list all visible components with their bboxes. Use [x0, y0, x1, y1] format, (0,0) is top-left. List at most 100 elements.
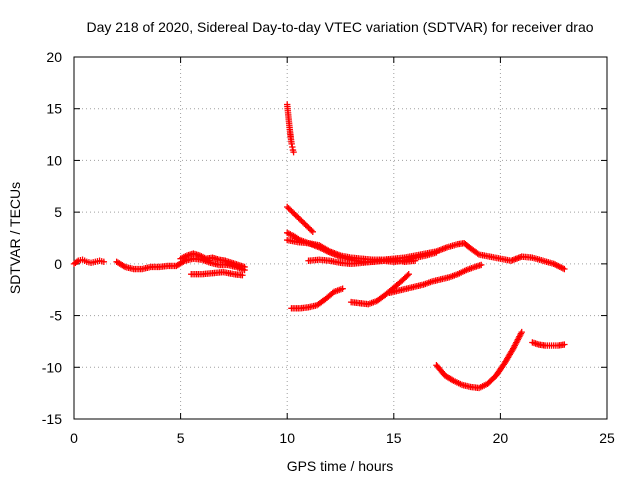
- x-tick-label: 10: [279, 430, 295, 446]
- chart-title: Day 218 of 2020, Sidereal Day-to-day VTE…: [86, 19, 593, 35]
- trace-marker: [393, 287, 400, 295]
- trace-marker: [476, 262, 483, 269]
- trace-marker: [98, 258, 105, 265]
- trace-marker: [464, 243, 472, 250]
- trace-marker: [442, 244, 449, 252]
- series-arc-6: [284, 203, 316, 235]
- trace-marker: [484, 253, 492, 260]
- trace-marker: [302, 221, 309, 229]
- trace-marker: [293, 213, 301, 220]
- trace-marker: [306, 225, 314, 233]
- trace-marker: [404, 272, 411, 279]
- trace-marker: [427, 278, 434, 286]
- grid: [74, 57, 607, 419]
- trace-marker: [337, 286, 345, 293]
- trace-marker: [499, 362, 506, 370]
- x-tick-label: 25: [599, 430, 615, 446]
- trace-marker: [452, 271, 460, 279]
- x-tick-label: 0: [70, 430, 78, 446]
- trace-marker: [308, 227, 315, 234]
- trace-marker: [226, 259, 234, 266]
- trace-marker: [73, 258, 81, 265]
- trace-marker: [461, 267, 468, 275]
- y-tick-label: 5: [54, 204, 62, 220]
- trace-marker: [538, 257, 545, 264]
- trace-marker: [431, 249, 438, 257]
- trace-marker: [469, 264, 477, 271]
- trace-marker: [325, 248, 332, 255]
- trace-marker: [239, 263, 247, 270]
- y-tick-label: 0: [54, 256, 62, 272]
- trace-marker: [81, 257, 88, 264]
- trace-marker: [72, 259, 79, 267]
- series-arc-1: [70, 256, 108, 268]
- trace-marker: [473, 249, 480, 256]
- series-marks: [70, 101, 568, 392]
- trace-marker: [89, 259, 97, 266]
- trace-marker: [444, 274, 451, 281]
- trace-marker: [527, 254, 534, 261]
- trace-marker: [295, 235, 302, 243]
- trace-marker: [517, 330, 525, 337]
- series-arc-4: [188, 268, 246, 279]
- y-tick-label: 15: [46, 101, 62, 117]
- trace-marker: [237, 271, 244, 279]
- trace-marker: [533, 340, 541, 348]
- trace-marker: [410, 257, 417, 265]
- trace-marker: [410, 283, 417, 291]
- series-arc-9: [305, 256, 419, 268]
- x-tick-label: 20: [493, 430, 509, 446]
- trace-marker: [490, 374, 497, 382]
- series-arc-13: [433, 328, 525, 392]
- trace-marker: [508, 348, 515, 355]
- series-arc-10: [288, 285, 346, 312]
- series-arc-14: [529, 339, 568, 349]
- trace-marker: [120, 262, 127, 270]
- series-arc-12: [386, 261, 485, 297]
- trace-marker: [457, 380, 464, 388]
- series-arc-2: [113, 255, 248, 274]
- trace-marker: [495, 255, 502, 262]
- data-point: [290, 148, 297, 156]
- y-tick-label: 10: [46, 152, 62, 168]
- trace-marker: [314, 243, 321, 250]
- trace-marker: [439, 369, 447, 377]
- trace-marker: [289, 209, 297, 216]
- y-tick-label: -15: [42, 411, 62, 427]
- series-arc-3: [177, 250, 248, 271]
- trace-marker: [420, 252, 428, 260]
- x-axis-label: GPS time / hours: [287, 458, 394, 474]
- plot-frame: [73, 56, 608, 420]
- trace-marker: [288, 138, 295, 146]
- y-tick-label: -5: [50, 308, 63, 324]
- y-axis-label: SDTVAR / TECUs: [7, 182, 23, 294]
- trace-marker: [303, 239, 311, 246]
- trace-marker: [171, 262, 178, 270]
- x-tick-label: 15: [386, 430, 402, 446]
- trace-marker: [447, 375, 454, 383]
- series-arc-11: [347, 271, 412, 308]
- trace-marker: [285, 205, 292, 212]
- trace-marker: [182, 253, 189, 260]
- trace-marker: [379, 293, 386, 301]
- trace-marker: [396, 279, 403, 287]
- trace-marker: [220, 257, 227, 264]
- trace-marker: [452, 241, 460, 248]
- trace-marker: [559, 341, 566, 348]
- trace-marker: [459, 240, 466, 247]
- trace-marker: [312, 302, 319, 309]
- trace-marker: [328, 290, 335, 298]
- trace-marker: [214, 256, 221, 263]
- trace-marker: [119, 262, 126, 269]
- series-arc-5: [284, 101, 297, 156]
- trace-marker: [194, 251, 202, 259]
- trace-marker: [298, 217, 305, 224]
- trace-marker: [474, 250, 481, 257]
- trace-marker: [233, 261, 240, 268]
- trace-marker: [418, 281, 426, 289]
- trace-marker: [548, 260, 556, 267]
- trace-marker: [335, 252, 343, 260]
- trace-marker: [435, 276, 443, 283]
- trace-marker: [319, 297, 326, 305]
